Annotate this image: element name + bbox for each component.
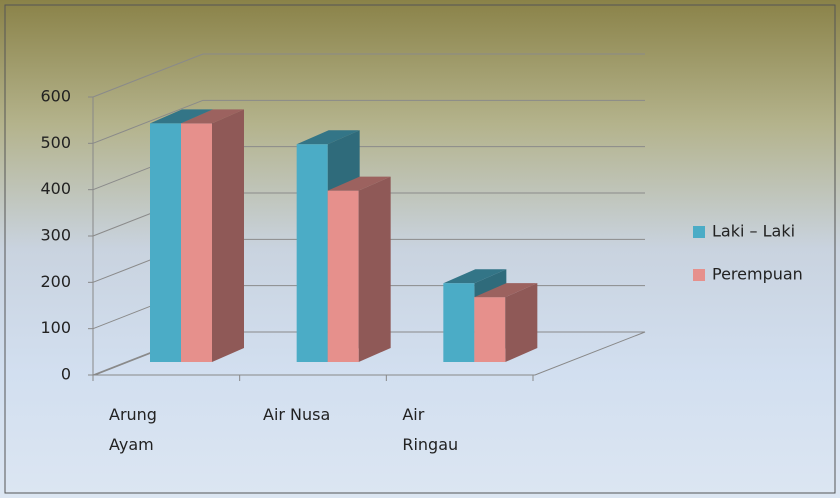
- bar: [474, 283, 538, 362]
- y-tick-label: 500: [40, 133, 71, 152]
- bar-front: [443, 283, 475, 362]
- legend-swatch: [693, 226, 705, 238]
- grid-line: [92, 53, 645, 98]
- bar-front: [327, 190, 359, 362]
- bar-top: [443, 269, 507, 284]
- bar-side: [505, 283, 538, 362]
- y-tick-label: 200: [40, 272, 71, 291]
- x-tick-label: Arung Ayam: [109, 405, 157, 454]
- x-tick-label: Air Ringau: [402, 405, 459, 454]
- bar-front: [150, 123, 181, 362]
- bar-top: [181, 109, 244, 124]
- bar-side: [212, 109, 244, 362]
- frame: [4, 4, 836, 494]
- legend-label: Perempuan: [712, 265, 803, 284]
- bar-front: [181, 123, 212, 362]
- y-tick-label: 100: [40, 318, 71, 337]
- bar: [181, 109, 244, 362]
- bar-top: [474, 283, 538, 298]
- bar-front: [296, 144, 328, 362]
- y-tick-label: 600: [40, 87, 71, 106]
- bar-top: [150, 109, 213, 124]
- y-tick-label: 300: [40, 226, 71, 245]
- legend-swatch: [693, 269, 705, 281]
- bar-top: [296, 130, 360, 145]
- x-tick-label: Air Nusa: [263, 405, 331, 424]
- bar: [327, 176, 391, 362]
- y-tick-label: 0: [61, 365, 71, 384]
- bar-front: [474, 297, 506, 362]
- bar-top: [327, 176, 391, 191]
- bar-side: [358, 176, 391, 362]
- y-tick-label: 400: [40, 179, 71, 198]
- grid-line: [92, 99, 645, 144]
- legend-label: Laki – Laki: [712, 222, 795, 241]
